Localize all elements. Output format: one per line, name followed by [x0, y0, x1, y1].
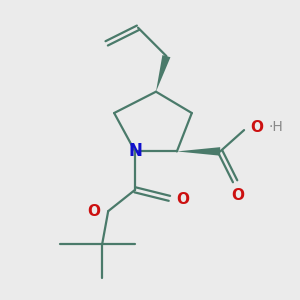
- Text: O: O: [176, 192, 189, 207]
- Text: O: O: [250, 120, 264, 135]
- Text: N: N: [128, 142, 142, 160]
- Text: O: O: [231, 188, 244, 202]
- Text: ·H: ·H: [268, 120, 283, 134]
- Polygon shape: [156, 55, 170, 92]
- Text: O: O: [88, 204, 101, 219]
- Polygon shape: [177, 147, 220, 156]
